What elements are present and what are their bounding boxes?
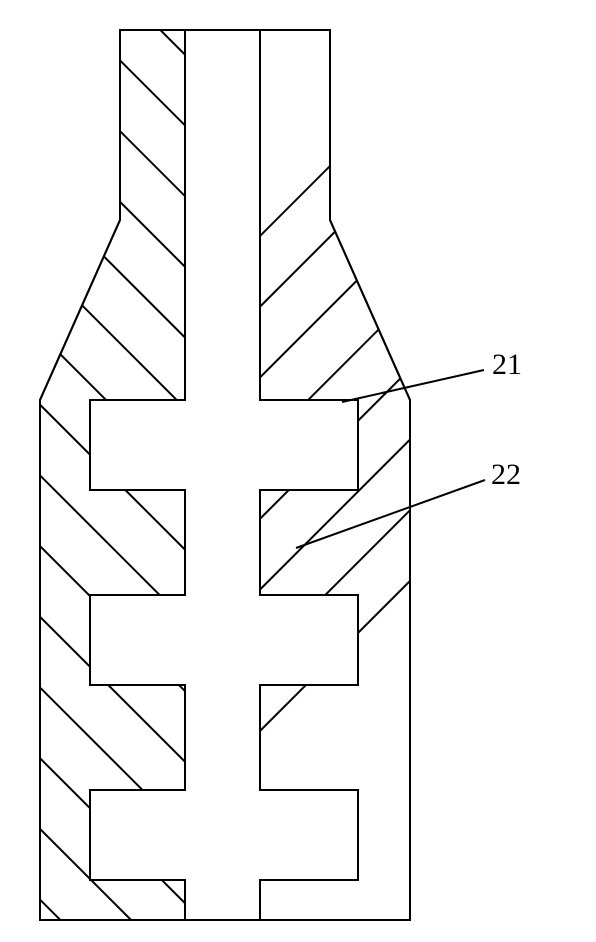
label-21: 21 xyxy=(492,348,522,382)
label-22: 22 xyxy=(491,458,521,492)
